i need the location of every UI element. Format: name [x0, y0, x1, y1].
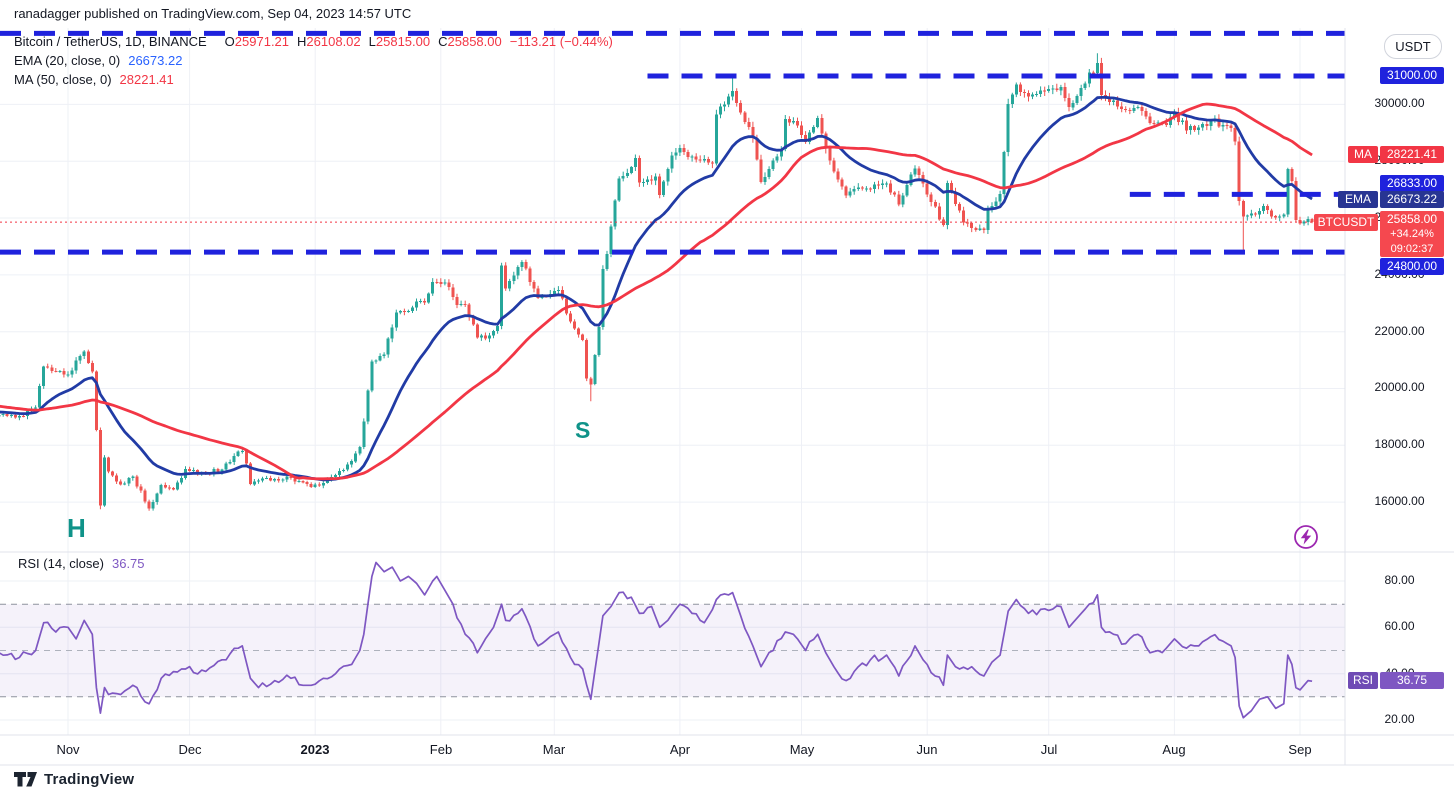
ma-axis-label: MA — [1348, 146, 1378, 163]
price-axis-tick: 20000.00 — [1374, 380, 1425, 394]
ema-value: 26673.22 — [128, 53, 183, 68]
rsi-axis-tick: 60.00 — [1384, 619, 1415, 633]
rsi-axis-label: RSI — [1348, 672, 1378, 689]
ma-axis-value: 28221.41 — [1380, 146, 1444, 163]
high-value: 26108.02 — [306, 34, 361, 49]
rsi-axis-tick: 20.00 — [1384, 712, 1415, 726]
last-price-badge: 25858.00 +34.24% 09:02:37 — [1380, 211, 1444, 257]
time-axis-tick: May — [789, 742, 815, 757]
close-label: C — [438, 34, 448, 49]
ema-line — [0, 95, 1313, 482]
chart-legend: Bitcoin / TetherUS, 1D, BINANCE O25971.21… — [14, 33, 613, 90]
lightning-icon — [1294, 525, 1318, 549]
ema-axis-value: 26673.22 — [1380, 191, 1444, 208]
rsi-value: 36.75 — [111, 556, 145, 571]
bar-countdown: 09:02:37 — [1390, 243, 1434, 255]
price-axis-tick: 16000.00 — [1374, 494, 1425, 508]
ema-legend-row: EMA (20, close, 0) 26673.22 — [14, 52, 613, 71]
head-annotation: H — [67, 513, 86, 543]
rsi-line — [0, 561, 1313, 719]
level-badge-24800: 24800.00 — [1380, 258, 1444, 275]
rsi-label: RSI (14, close) — [18, 556, 104, 571]
time-axis-tick: 2023 — [300, 742, 330, 757]
time-axis-tick: Dec — [178, 742, 202, 757]
time-axis-tick: Mar — [542, 742, 566, 757]
symbol-axis-label: BTCUSDT — [1314, 214, 1378, 231]
rsi-axis-value: 36.75 — [1380, 672, 1444, 689]
open-value: 25971.21 — [234, 34, 290, 49]
level-badge-26833: 26833.00 — [1380, 175, 1444, 192]
open-label: O — [224, 34, 235, 49]
rsi-axis-tick: 80.00 — [1384, 573, 1415, 587]
ma-line — [0, 102, 1313, 481]
change-value: −113.21 (−0.44%) — [509, 34, 613, 49]
ma-label: MA (50, close, 0) — [14, 72, 112, 87]
tradingview-wordmark: TradingView — [44, 771, 135, 788]
time-axis-tick: Nov — [56, 742, 80, 757]
low-label: L — [368, 34, 376, 49]
price-axis-tick: 18000.00 — [1374, 437, 1425, 451]
time-axis-tick: Jun — [916, 742, 938, 757]
time-axis-tick: Jul — [1040, 742, 1058, 757]
footer-branding[interactable]: TradingView — [14, 771, 134, 788]
ema-label: EMA (20, close, 0) — [14, 53, 121, 68]
high-label: H — [297, 34, 307, 49]
price-axis-tick: 30000.00 — [1374, 96, 1425, 110]
last-price: 25858.00 — [1386, 212, 1438, 226]
currency-toggle-button[interactable]: USDT — [1384, 34, 1442, 59]
ma-value: 28221.41 — [119, 72, 174, 87]
ma-legend-row: MA (50, close, 0) 28221.41 — [14, 71, 613, 90]
close-value: 25858.00 — [447, 34, 502, 49]
time-axis-tick: Apr — [669, 742, 691, 757]
time-axis-tick: Aug — [1162, 742, 1186, 757]
level-badge-31000: 31000.00 — [1380, 67, 1444, 84]
time-axis-tick: Feb — [429, 742, 453, 757]
shoulder-annotation: S — [575, 417, 591, 443]
flash-idea-button[interactable] — [1293, 524, 1319, 550]
price-change-pct: +34.24% — [1390, 228, 1434, 240]
time-axis-tick: Sep — [1288, 742, 1312, 757]
rsi-legend-row: RSI (14, close) 36.75 — [18, 556, 145, 571]
low-value: 25815.00 — [375, 34, 431, 49]
ema-axis-label: EMA — [1338, 191, 1378, 208]
publish-header: ranadagger published on TradingView.com,… — [14, 6, 412, 21]
price-axis-tick: 22000.00 — [1374, 324, 1425, 338]
symbol-legend-row: Bitcoin / TetherUS, 1D, BINANCE O25971.21… — [14, 33, 613, 52]
tradingview-logo-icon — [14, 772, 37, 787]
symbol-title[interactable]: Bitcoin / TetherUS, 1D, BINANCE — [14, 34, 207, 49]
candlestick-series — [0, 53, 1314, 511]
